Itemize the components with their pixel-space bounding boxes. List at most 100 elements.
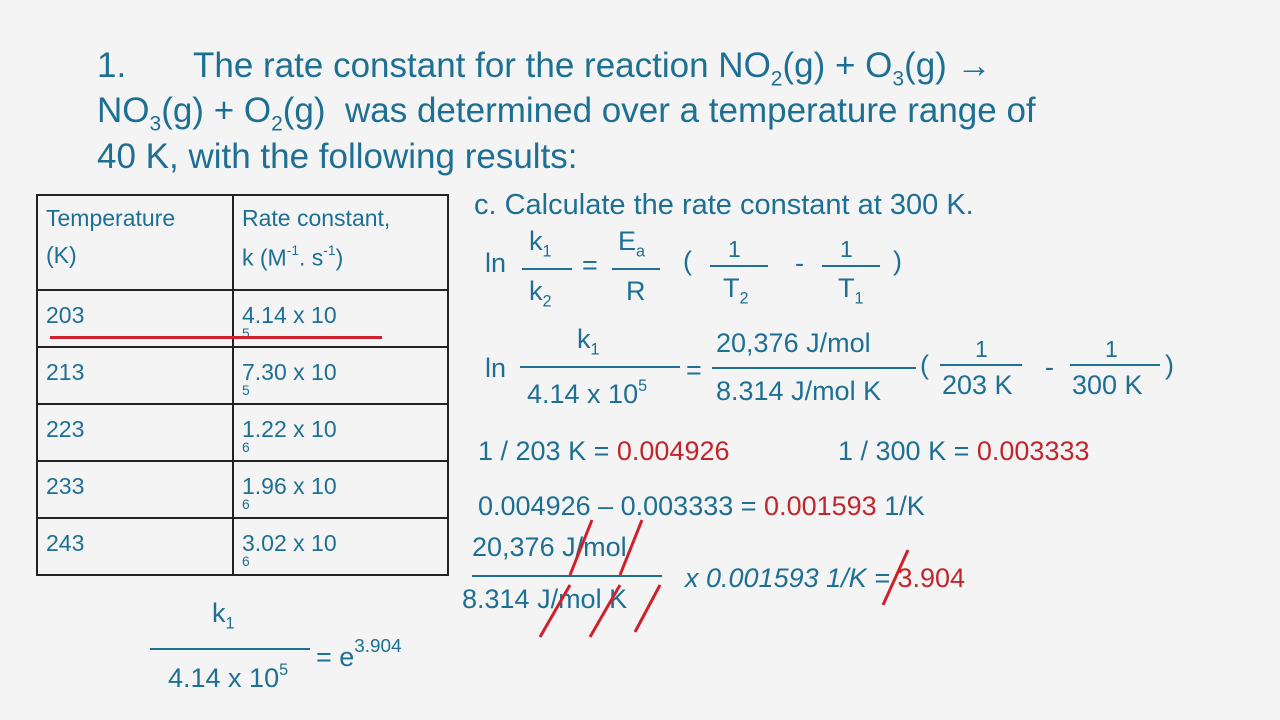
text: ) (335, 244, 344, 271)
table-border (36, 403, 449, 405)
table-cell: 213 (46, 359, 85, 385)
denominator: 4.14 x 105 (527, 378, 647, 408)
unit: 1/K (884, 491, 925, 521)
text: T (838, 273, 855, 303)
denominator: R (626, 276, 646, 306)
fraction-bar (1070, 364, 1160, 366)
fraction-bar (712, 367, 916, 369)
text: NO (97, 91, 150, 130)
question-line: NO3(g) + O2(g) was determined over a tem… (97, 93, 1036, 134)
table-border (36, 574, 449, 576)
superscript: 5 (638, 377, 648, 395)
denominator: 8.314 J/mol K (716, 376, 882, 406)
denominator: k2 (529, 278, 552, 310)
fraction-bar (940, 364, 1022, 366)
numerator: Ea (618, 228, 645, 260)
text: 4.14 x 10 (527, 379, 639, 410)
superscript: 6 (242, 497, 250, 512)
slash (633, 584, 662, 633)
table-cell: 7.30 x 10 5 (242, 361, 337, 398)
table-cell: 1.96 x 10 6 (242, 475, 337, 512)
superscript: 5 (279, 661, 289, 679)
fraction-denominator: 4.14 x 105 (168, 662, 288, 692)
text: 1.96 x 10 (242, 473, 337, 499)
subscript: 1 (225, 614, 235, 633)
fraction-bar (612, 268, 660, 270)
text: 0.004926 – 0.003333 = (478, 491, 757, 521)
table-cell: 1.22 x 10 6 (242, 418, 337, 455)
superscript: 5 (242, 383, 250, 398)
numerator: 1 (840, 236, 853, 262)
text: . s (299, 244, 324, 271)
subscript: 2 (739, 289, 749, 308)
paren: ( (920, 350, 929, 380)
denominator: T2 (723, 275, 749, 307)
subscript: 1 (590, 340, 600, 359)
table-border (36, 289, 449, 291)
superscript: 5 (242, 326, 250, 341)
table-header: k (M-1. s-1) (242, 244, 343, 269)
ln: ln (485, 353, 507, 383)
paren: ( (683, 246, 692, 276)
ln: ln (485, 248, 507, 278)
fraction-bar (522, 268, 572, 270)
heading: c. Calculate the rate constant at 300 K. (474, 189, 974, 221)
table-border (36, 460, 449, 462)
text: (g) + O (782, 46, 893, 85)
text: k (577, 324, 591, 354)
text: (g) + O (161, 91, 272, 130)
calc: 1 / 300 K = 0.003333 (838, 438, 1090, 465)
calc: x 0.001593 1/K = 3.904 (685, 565, 965, 592)
fraction-bar (822, 265, 880, 267)
text: k (529, 276, 543, 306)
slash (618, 519, 644, 576)
text: = e (316, 642, 355, 673)
subscript: a (636, 242, 646, 261)
table-border (447, 194, 449, 576)
numerator: k1 (529, 228, 552, 260)
text: T (723, 273, 740, 303)
table-border (36, 346, 449, 348)
numerator: 20,376 J/mol (716, 328, 871, 358)
result: 0.003333 (976, 436, 1090, 466)
slash (538, 584, 572, 638)
text: 4.14 x 10 (168, 663, 280, 694)
subscript: 3 (149, 112, 162, 136)
table-border (36, 194, 449, 196)
question-line: 40 K, with the following results: (97, 137, 578, 176)
superscript: 6 (242, 554, 250, 569)
table-border (36, 517, 449, 519)
numerator: 1 (728, 236, 741, 262)
subscript: 1 (542, 242, 552, 261)
text: k (M (242, 244, 287, 271)
calc: 1 / 203 K = 0.004926 (478, 438, 730, 465)
equals: = e3.904 (316, 637, 402, 673)
table-header: Rate constant, (242, 205, 391, 231)
subscript: 2 (770, 67, 783, 91)
paren: ) (893, 246, 902, 276)
subscript: 2 (271, 112, 283, 136)
text: x 0.001593 1/K = (685, 563, 890, 593)
denominator: 8.314 J/mol K (462, 584, 628, 614)
paren: ) (1165, 350, 1174, 380)
superscript: 6 (242, 440, 250, 455)
question-line: The rate constant for the reaction NO2(g… (193, 48, 992, 89)
fraction-bar (520, 366, 680, 368)
calc: 0.004926 – 0.003333 = 0.001593 1/K (478, 493, 925, 520)
text: 4.14 x 10 (242, 302, 337, 328)
question-number: 1. (97, 46, 127, 85)
table-cell: 223 (46, 416, 85, 442)
denominator: 300 K (1072, 370, 1143, 400)
slashes (538, 519, 910, 638)
table-header: (K) (46, 242, 77, 268)
equals: = (582, 250, 598, 280)
slash (568, 519, 594, 576)
fraction-bar (150, 648, 310, 650)
text: (g) → (904, 46, 992, 85)
numerator: 1 (975, 336, 988, 362)
slash (588, 584, 622, 638)
result: 0.004926 (616, 436, 730, 466)
